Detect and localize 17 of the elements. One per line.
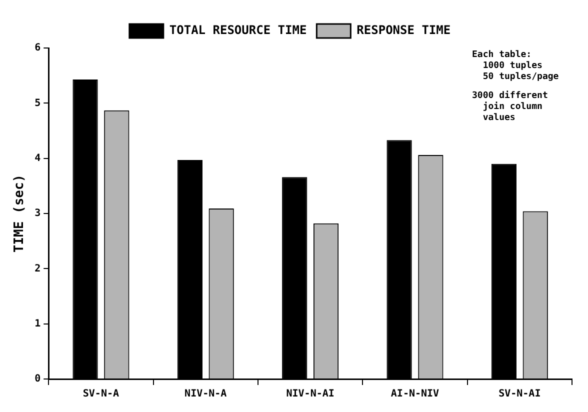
annotation: 3000 different join column values	[472, 90, 548, 123]
y-axis-title: TIME (sec)	[12, 174, 28, 253]
y-tick-label: 3	[34, 208, 41, 220]
y-tick-label: 6	[34, 42, 41, 54]
x-tick-label: SV-N-AI	[498, 388, 541, 400]
x-tick-label: NIV-N-A	[184, 388, 227, 400]
x-tick-label: AI-N-NIV	[390, 388, 440, 400]
y-tick-label: 4	[34, 152, 41, 164]
y-tick-label: 0	[34, 374, 41, 385]
y-tick-label: 5	[34, 98, 41, 109]
y-tick-label: 2	[34, 263, 41, 274]
annotation: Each table: 1000 tuples 50 tuples/page	[472, 50, 560, 82]
legend-label: TOTAL RESOURCE TIME	[169, 23, 307, 38]
y-tick-label: 1	[34, 318, 41, 330]
x-tick-label: NIV-N-AI	[286, 388, 334, 400]
x-tick-label: SV-N-A	[82, 388, 120, 400]
legend-label: RESPONSE TIME	[356, 23, 451, 38]
